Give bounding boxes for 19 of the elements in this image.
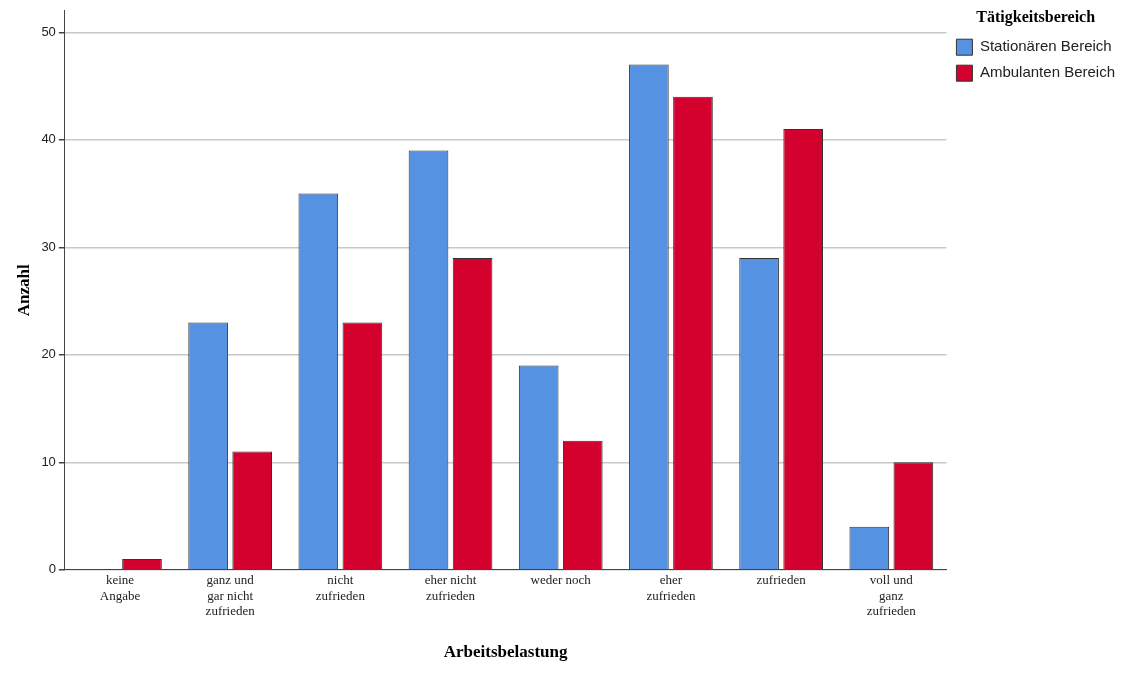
y-tick-label: 40 [41, 131, 56, 147]
legend-label: Ambulanten Bereich [979, 63, 1116, 81]
y-tick-label: 20 [41, 346, 56, 362]
x-tick-label: keine Angabe [99, 572, 141, 603]
legend-label: Stationären Bereich [979, 37, 1112, 55]
x-tick-label: ganz und gar nicht zufrieden [205, 572, 256, 619]
y-axis-title: Anzahl [13, 264, 33, 317]
x-axis-title: Arbeitsbelastung [443, 642, 568, 662]
y-tick-label: 50 [41, 23, 56, 39]
y-tick-label: 0 [48, 561, 56, 577]
x-tick-label: eher zufrieden [646, 572, 696, 603]
x-tick-label: eher nicht zufrieden [424, 572, 477, 603]
y-tick-label: 30 [41, 238, 56, 254]
legend-title: Tätigkeitsbereich [976, 8, 1096, 27]
x-tick-label: zufrieden [756, 572, 807, 588]
x-tick-label: nicht zufrieden [315, 572, 366, 603]
y-tick-label: 10 [41, 453, 56, 469]
x-tick-label: weder noch [530, 572, 592, 588]
x-tick-label: voll und ganz zufrieden [866, 572, 917, 619]
